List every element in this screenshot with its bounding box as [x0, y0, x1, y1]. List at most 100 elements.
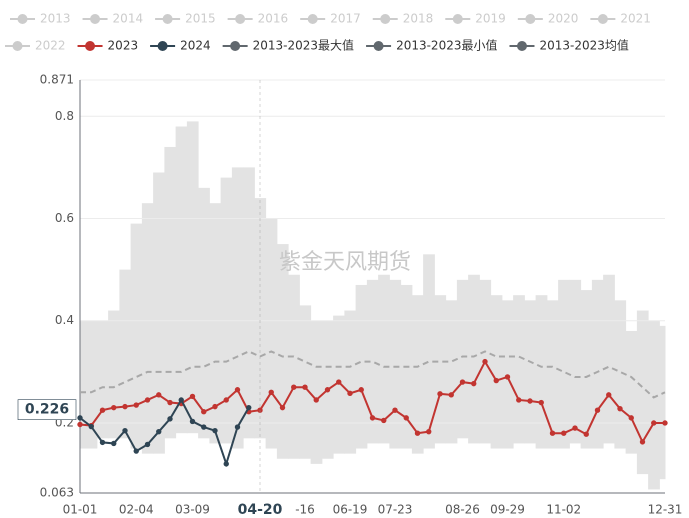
range-band [80, 320, 87, 449]
legend-label: 2016 [258, 12, 289, 26]
data-point [167, 416, 173, 422]
data-point [212, 427, 218, 434]
data-point [392, 407, 398, 413]
data-point [144, 441, 151, 448]
range-band [648, 320, 660, 490]
data-point [201, 424, 207, 430]
data-point [651, 420, 657, 426]
data-point [403, 415, 409, 421]
data-point [302, 384, 308, 390]
data-point [201, 409, 207, 415]
legend-item[interactable]: 2018 [372, 12, 434, 26]
data-point [617, 405, 623, 412]
data-point [246, 404, 252, 411]
legend-icon-dot [235, 14, 246, 24]
legend-item[interactable]: 2024 [150, 39, 211, 53]
range-band [209, 203, 222, 444]
legend-icon-dot [12, 41, 23, 51]
data-point [493, 377, 499, 384]
y-tick-label: 0.871 [40, 73, 74, 87]
data-point [279, 404, 286, 411]
range-band [175, 126, 188, 434]
range-band [141, 203, 154, 454]
data-point [234, 424, 241, 430]
data-point [133, 448, 139, 454]
legend-label: 2013 [40, 12, 71, 26]
data-point [99, 407, 106, 413]
watermark: 紫金天风期货 [279, 250, 411, 275]
range-band [96, 320, 109, 439]
legend-item[interactable]: 2020 [517, 12, 579, 26]
x-tick-label: 06-19 [333, 503, 368, 517]
range-band [490, 295, 503, 449]
range-band [423, 254, 435, 449]
mean-line [80, 350, 666, 399]
legend-item[interactable]: 2015 [155, 12, 216, 26]
range-band [243, 167, 255, 439]
data-point [516, 397, 522, 403]
legend-icon-dot [380, 14, 391, 24]
legend-icon-dot [516, 41, 527, 51]
legend-item[interactable]: 2016 [227, 12, 289, 26]
legend-item[interactable]: 2023 [77, 39, 139, 53]
range-band [513, 295, 525, 444]
legend-item[interactable]: 2022 [5, 39, 66, 53]
legend-item[interactable]: 2013-2023最大值 [222, 38, 354, 53]
x-tick-label: 03-09 [175, 503, 210, 517]
x-tick-label: -16 [295, 503, 315, 517]
legend-icon-dot [597, 14, 608, 24]
legend-item[interactable]: 2014 [82, 12, 144, 26]
legend-item[interactable]: 2013-2023最小值 [366, 38, 497, 53]
data-point [336, 379, 342, 385]
data-point [223, 397, 229, 403]
x-tick-label: 11-02 [546, 503, 581, 517]
data-point [313, 397, 319, 403]
data-point [111, 440, 117, 447]
pointer-label: 0.226 [25, 402, 69, 418]
range-band [434, 295, 447, 444]
range-band [366, 279, 379, 444]
range-band [535, 295, 548, 449]
range-band [119, 269, 132, 439]
data-point [77, 421, 83, 428]
range-band [468, 274, 480, 444]
legend-label: 2017 [330, 12, 361, 26]
range-band [614, 300, 627, 449]
range-band [389, 279, 402, 449]
data-point [448, 392, 454, 398]
range-band [603, 274, 615, 444]
data-point [381, 417, 387, 424]
legend-icon-dot [90, 14, 101, 24]
data-point [662, 420, 668, 426]
legend-icon-dot [373, 41, 384, 51]
legend-label: 2014 [113, 12, 144, 26]
range-band [625, 330, 638, 454]
data-point [133, 402, 139, 408]
legend-item[interactable]: 2021 [590, 12, 651, 26]
x-tick-label: 12-31 [648, 503, 683, 517]
data-point [561, 430, 567, 436]
legend-item[interactable]: 2013-2023均值 [509, 38, 629, 53]
data-point [369, 415, 376, 421]
y-tick-label: 0.4 [55, 313, 74, 327]
data-point [167, 399, 173, 406]
legend-icon-dot [17, 14, 28, 24]
legend-icon-dot [85, 41, 96, 51]
range-band [591, 279, 604, 449]
data-point [189, 418, 196, 425]
data-point [594, 407, 601, 413]
y-tick-label: 0.063 [40, 486, 74, 500]
legend-label: 2019 [475, 12, 506, 26]
series-line [79, 397, 250, 468]
x-tick-label: 07-23 [378, 503, 413, 517]
data-point [223, 461, 229, 467]
legend-item[interactable]: 2019 [445, 12, 506, 26]
pointer-label-box [17, 399, 77, 420]
data-point [583, 431, 589, 437]
y-tick-label: 0.6 [55, 211, 74, 225]
legend-item[interactable]: 2017 [300, 12, 361, 26]
legend-label: 2021 [620, 12, 651, 26]
x-tick-label: 09-29 [490, 503, 525, 517]
data-point [189, 393, 196, 400]
legend-item[interactable]: 2013 [10, 12, 71, 26]
